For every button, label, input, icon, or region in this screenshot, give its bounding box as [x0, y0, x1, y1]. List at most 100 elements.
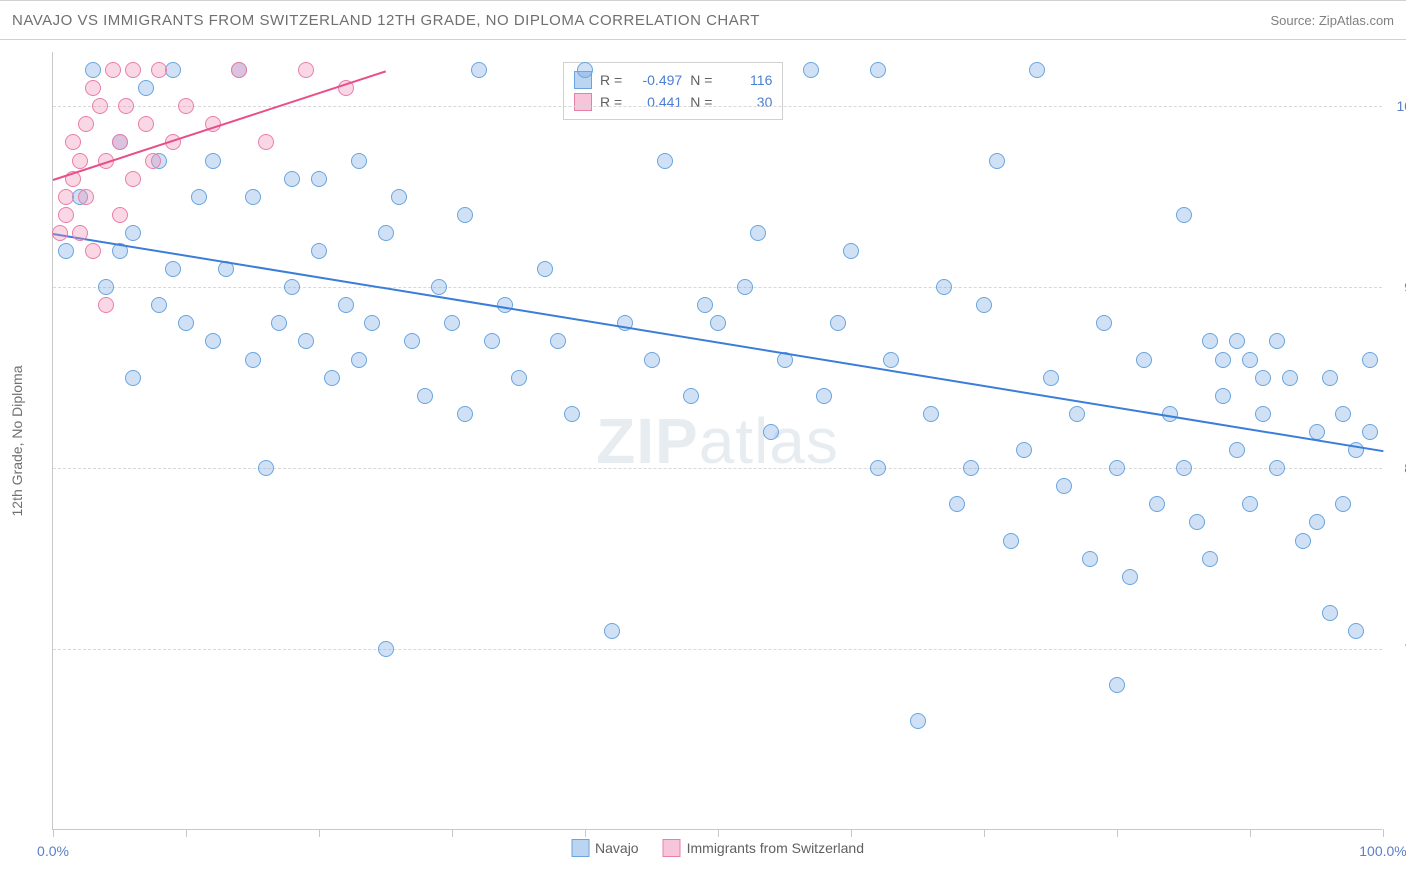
- y-tick-label: 100.0%: [1388, 98, 1406, 114]
- x-tick: [984, 829, 985, 837]
- data-point: [145, 153, 161, 169]
- data-point: [78, 189, 94, 205]
- data-point: [258, 134, 274, 150]
- stat-value-n-pink: 30: [720, 91, 772, 113]
- data-point: [85, 243, 101, 259]
- data-point: [1335, 406, 1351, 422]
- data-point: [870, 460, 886, 476]
- data-point: [750, 225, 766, 241]
- data-point: [298, 333, 314, 349]
- data-point: [816, 388, 832, 404]
- data-point: [431, 279, 447, 295]
- data-point: [1149, 496, 1165, 512]
- y-axis-label: 12th Grade, No Diploma: [9, 365, 25, 516]
- data-point: [118, 98, 134, 114]
- data-point: [1043, 370, 1059, 386]
- legend-label: Immigrants from Switzerland: [687, 840, 864, 856]
- data-point: [1362, 424, 1378, 440]
- data-point: [511, 370, 527, 386]
- x-tick: [452, 829, 453, 837]
- chart-plot-area: 12th Grade, No Diploma ZIPatlas R = -0.4…: [52, 52, 1382, 830]
- data-point: [404, 333, 420, 349]
- data-point: [564, 406, 580, 422]
- swatch-pink: [663, 839, 681, 857]
- chart-header: NAVAJO VS IMMIGRANTS FROM SWITZERLAND 12…: [0, 0, 1406, 40]
- stat-label-n: N =: [690, 91, 712, 113]
- data-point: [1322, 605, 1338, 621]
- data-point: [58, 207, 74, 223]
- data-point: [151, 62, 167, 78]
- legend-stats-row: R = -0.497 N = 116: [574, 69, 772, 91]
- data-point: [378, 225, 394, 241]
- data-point: [1003, 533, 1019, 549]
- data-point: [763, 424, 779, 440]
- legend-label: Navajo: [595, 840, 639, 856]
- data-point: [205, 153, 221, 169]
- swatch-blue: [571, 839, 589, 857]
- data-point: [72, 225, 88, 241]
- data-point: [936, 279, 952, 295]
- data-point: [125, 225, 141, 241]
- x-tick: [186, 829, 187, 837]
- data-point: [52, 225, 68, 241]
- data-point: [338, 297, 354, 313]
- data-point: [125, 171, 141, 187]
- data-point: [830, 315, 846, 331]
- data-point: [1016, 442, 1032, 458]
- data-point: [378, 641, 394, 657]
- stat-value-r-blue: -0.497: [630, 69, 682, 91]
- data-point: [1229, 442, 1245, 458]
- data-point: [1096, 315, 1112, 331]
- data-point: [138, 80, 154, 96]
- data-point: [1029, 62, 1045, 78]
- data-point: [92, 98, 108, 114]
- data-point: [1056, 478, 1072, 494]
- data-point: [58, 189, 74, 205]
- stat-label-r: R =: [600, 69, 622, 91]
- stat-label-r: R =: [600, 91, 622, 113]
- data-point: [65, 134, 81, 150]
- stat-label-n: N =: [690, 69, 712, 91]
- legend-stats-box: R = -0.497 N = 116 R = 0.441 N = 30: [563, 62, 783, 120]
- data-point: [1269, 460, 1285, 476]
- data-point: [351, 352, 367, 368]
- data-point: [1295, 533, 1311, 549]
- x-tick: [1250, 829, 1251, 837]
- stat-value-n-blue: 116: [720, 69, 772, 91]
- data-point: [245, 352, 261, 368]
- watermark: ZIPatlas: [596, 404, 839, 478]
- data-point: [1069, 406, 1085, 422]
- data-point: [178, 98, 194, 114]
- data-point: [949, 496, 965, 512]
- data-point: [165, 261, 181, 277]
- data-point: [1215, 352, 1231, 368]
- data-point: [657, 153, 673, 169]
- data-point: [989, 153, 1005, 169]
- data-point: [1348, 623, 1364, 639]
- data-point: [205, 333, 221, 349]
- y-tick-label: 80.0%: [1388, 460, 1406, 476]
- data-point: [258, 460, 274, 476]
- data-point: [484, 333, 500, 349]
- data-point: [1322, 370, 1338, 386]
- data-point: [112, 134, 128, 150]
- data-point: [843, 243, 859, 259]
- data-point: [1309, 514, 1325, 530]
- x-tick: [851, 829, 852, 837]
- gridline: [53, 649, 1382, 650]
- data-point: [58, 243, 74, 259]
- data-point: [1362, 352, 1378, 368]
- chart-title: NAVAJO VS IMMIGRANTS FROM SWITZERLAND 12…: [12, 12, 760, 29]
- x-tick-label: 100.0%: [1359, 843, 1406, 859]
- x-tick: [1117, 829, 1118, 837]
- data-point: [1202, 551, 1218, 567]
- legend-item: Navajo: [571, 839, 639, 857]
- trendline: [53, 233, 1383, 452]
- data-point: [1255, 370, 1271, 386]
- data-point: [284, 171, 300, 187]
- data-point: [298, 62, 314, 78]
- data-point: [271, 315, 287, 331]
- data-point: [125, 62, 141, 78]
- legend-bottom: Navajo Immigrants from Switzerland: [571, 839, 864, 857]
- data-point: [604, 623, 620, 639]
